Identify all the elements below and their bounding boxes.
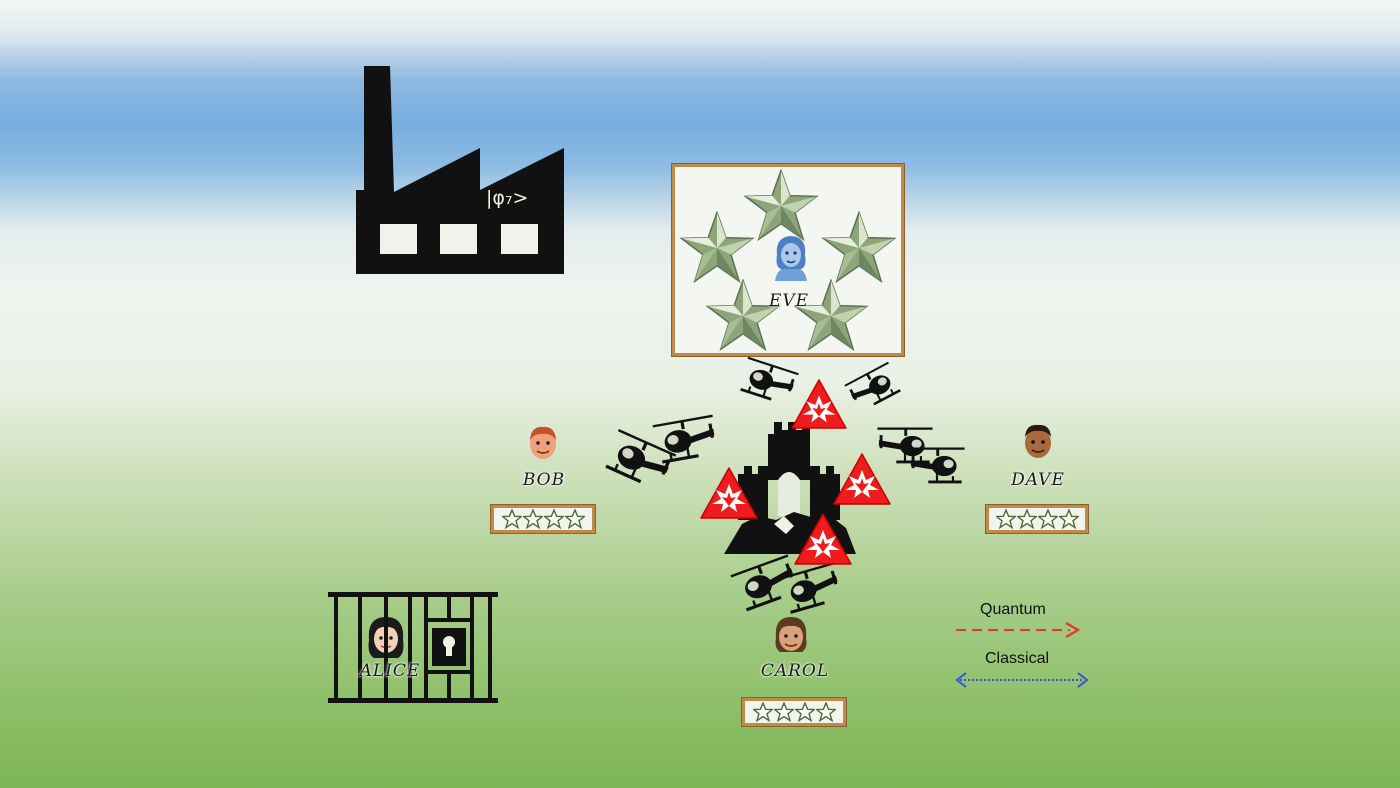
star-icon	[501, 509, 522, 529]
factory-icon	[356, 66, 564, 274]
bob-name: BOB	[522, 470, 566, 490]
bob-rating	[490, 504, 596, 534]
dave-rating	[985, 504, 1089, 534]
alice-name: ALICE	[359, 661, 421, 681]
star-icon	[1016, 509, 1037, 529]
star-icon	[1037, 509, 1058, 529]
helicopter-icon	[843, 361, 904, 414]
dave-avatar[interactable]	[1020, 422, 1056, 462]
carol-rating	[741, 697, 847, 727]
star-icon	[564, 509, 585, 529]
warning-explosion-icon	[794, 513, 852, 565]
quantum-arrow-icon	[956, 621, 1081, 639]
star-icon	[794, 702, 815, 722]
carol-avatar[interactable]	[772, 614, 810, 656]
factory: |φ₇>	[356, 66, 564, 274]
helicopter-icon	[651, 414, 721, 465]
factory-state-label: |φ₇>	[486, 187, 529, 209]
helicopter-icon	[908, 447, 966, 484]
classical-arrow-icon	[955, 672, 1089, 688]
star-icon	[543, 509, 564, 529]
star-icon	[1058, 509, 1079, 529]
star-icon	[815, 702, 836, 722]
eve-panel[interactable]: EVE	[671, 163, 905, 357]
padlock-icon	[432, 628, 466, 666]
star-icon	[680, 211, 754, 283]
dave-name: DAVE	[1011, 470, 1065, 490]
castle-icon	[724, 422, 856, 554]
alice-jail[interactable]: ALICE	[328, 592, 498, 704]
warning-explosion-icon	[791, 379, 847, 429]
eve-name: EVE	[768, 291, 810, 311]
star-icon	[822, 211, 896, 283]
star-icon	[522, 509, 543, 529]
star-icon	[773, 702, 794, 722]
star-icon	[752, 702, 773, 722]
star-icon	[995, 509, 1016, 529]
legend-quantum-label: Quantum	[980, 601, 1046, 618]
legend-classical-label: Classical	[985, 650, 1050, 667]
bob-avatar[interactable]	[525, 424, 561, 464]
eve-avatar	[775, 236, 807, 281]
warning-explosion-icon	[833, 453, 891, 505]
warning-explosion-icon	[700, 467, 758, 519]
jail-cell-icon	[328, 592, 498, 703]
carol-name: CAROL	[760, 661, 830, 681]
